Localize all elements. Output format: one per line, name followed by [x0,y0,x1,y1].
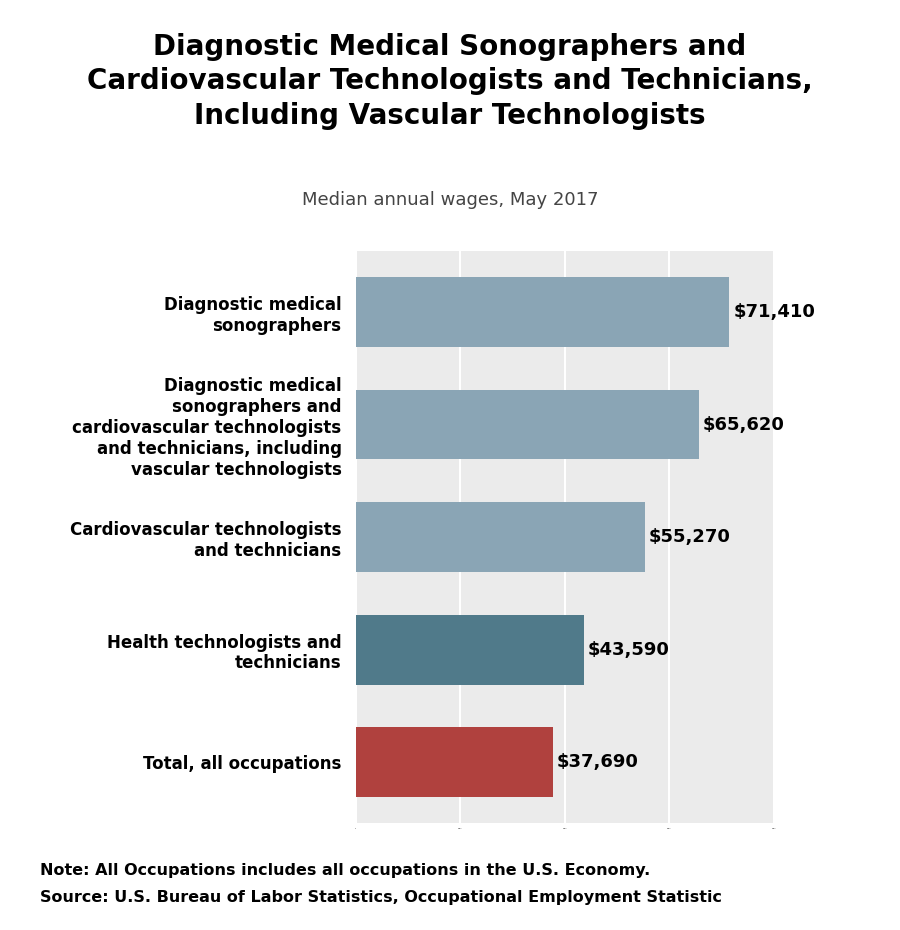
Text: $71,410: $71,410 [734,303,815,321]
Text: $43,590: $43,590 [588,641,670,658]
Text: Diagnostic Medical Sonographers and
Cardiovascular Technologists and Technicians: Diagnostic Medical Sonographers and Card… [87,33,813,130]
Text: Median annual wages, May 2017: Median annual wages, May 2017 [302,191,598,208]
Bar [356,727,553,797]
Text: Source: U.S. Bureau of Labor Statistics, Occupational Employment Statistic: Source: U.S. Bureau of Labor Statistics,… [40,890,723,905]
Bar [356,502,644,572]
Bar [356,615,583,684]
Text: $37,690: $37,690 [557,753,639,771]
Bar [356,390,698,459]
Bar [356,277,729,347]
Text: $65,620: $65,620 [703,416,785,433]
Text: $55,270: $55,270 [649,528,731,546]
Text: Note: All Occupations includes all occupations in the U.S. Economy.: Note: All Occupations includes all occup… [40,863,651,878]
